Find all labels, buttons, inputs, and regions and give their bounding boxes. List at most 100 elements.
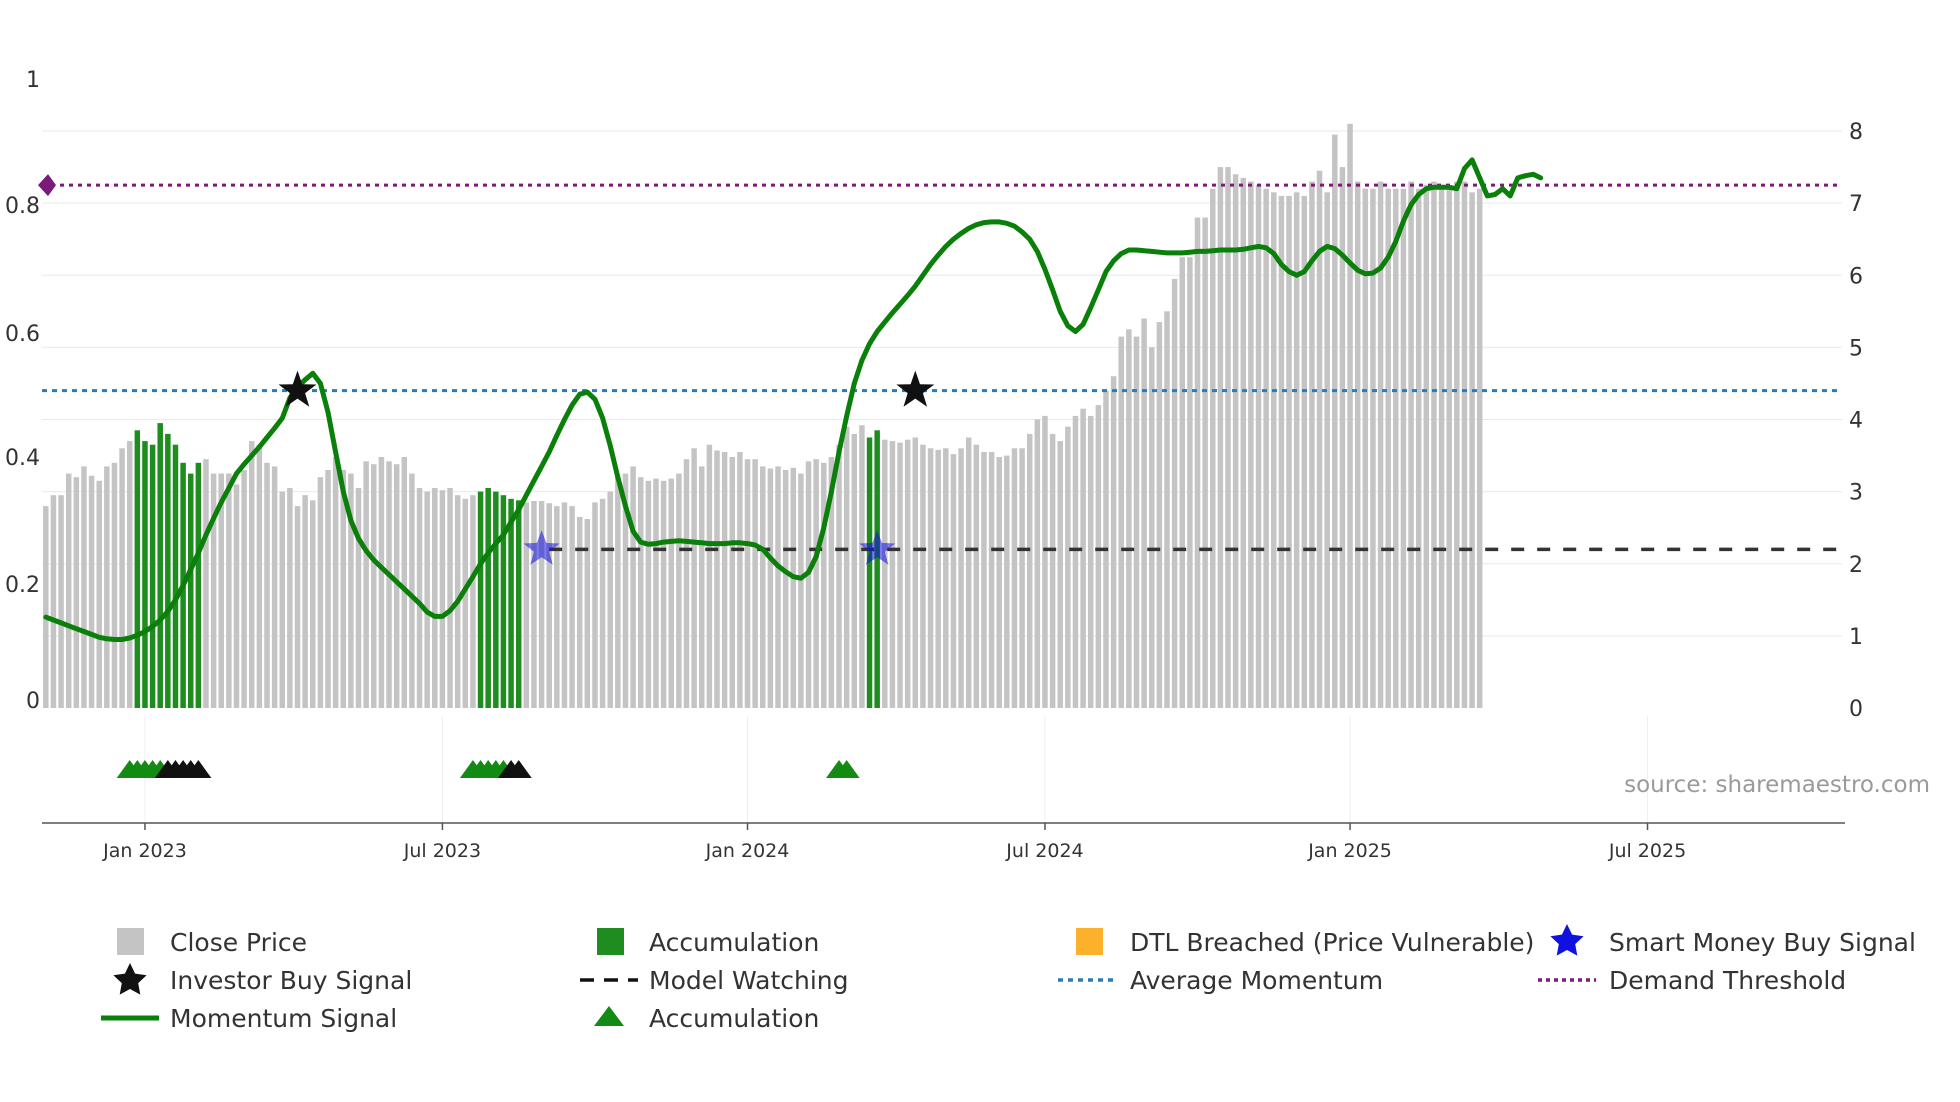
close-price-bar bbox=[790, 467, 797, 708]
close-price-bar bbox=[363, 461, 369, 708]
close-price-bar bbox=[378, 457, 385, 708]
close-price-bar bbox=[256, 444, 263, 708]
close-price-bar bbox=[1293, 192, 1300, 709]
close-price-bar bbox=[1362, 188, 1369, 708]
investor-buy-star-icon bbox=[896, 370, 935, 407]
date-tick-label: Jul 2023 bbox=[403, 840, 481, 862]
accumulation-bar bbox=[172, 444, 179, 708]
close-price-bar bbox=[1469, 192, 1475, 709]
close-price-bar bbox=[1133, 336, 1140, 708]
close-price-bar bbox=[81, 466, 87, 708]
close-price-bar bbox=[699, 466, 705, 708]
close-price-bar bbox=[760, 466, 766, 708]
close-price-bar bbox=[950, 454, 957, 708]
right-tick-1: 1 bbox=[1849, 625, 1863, 650]
close-price-bar bbox=[782, 470, 789, 708]
close-price-bar bbox=[279, 491, 285, 708]
close-price-bar bbox=[1141, 318, 1147, 708]
close-price-bar bbox=[73, 477, 80, 708]
close-price-bar bbox=[798, 473, 804, 708]
close-price-bar bbox=[1042, 415, 1048, 708]
close-price-bar bbox=[302, 495, 308, 708]
close-price-bar bbox=[58, 495, 64, 708]
signal-markers bbox=[116, 370, 935, 778]
close-price-bar bbox=[981, 452, 987, 708]
close-price-bar bbox=[1217, 167, 1224, 709]
close-price-bar bbox=[50, 495, 57, 708]
accumulation-bar bbox=[515, 500, 522, 708]
close-price-bar bbox=[1087, 415, 1094, 708]
demand-threshold-marker bbox=[38, 174, 56, 197]
close-price-bar bbox=[1232, 174, 1239, 709]
close-price-bar bbox=[65, 473, 72, 708]
signal-triangle-icon bbox=[505, 760, 532, 778]
close-price-bar bbox=[1011, 448, 1018, 708]
left-tick-0.6: 0.6 bbox=[5, 322, 40, 347]
legend-investor-star-icon bbox=[113, 963, 147, 995]
left-tick-1: 1 bbox=[26, 68, 40, 93]
close-price-bar bbox=[1149, 347, 1155, 708]
close-price-bar bbox=[241, 470, 247, 708]
close-price-bar bbox=[1164, 311, 1170, 708]
right-tick-4: 4 bbox=[1849, 409, 1863, 434]
investor-buy-star-icon bbox=[278, 370, 317, 407]
close-price-bar bbox=[744, 459, 751, 708]
close-price-bar bbox=[1248, 181, 1254, 708]
close-price-bar bbox=[1240, 177, 1247, 708]
legend-dtl-swatch bbox=[1076, 928, 1103, 955]
close-price-bar bbox=[1210, 188, 1216, 708]
close-price-bar bbox=[1194, 217, 1201, 708]
accumulation-bar bbox=[157, 423, 163, 708]
close-price-bar bbox=[294, 506, 301, 708]
accumulation-bar bbox=[142, 441, 148, 708]
close-price-bar bbox=[737, 452, 743, 708]
close-price-bar bbox=[439, 490, 446, 708]
close-price-bar bbox=[1126, 329, 1132, 708]
close-price-bar bbox=[218, 473, 224, 708]
close-price-bar bbox=[416, 488, 423, 708]
date-tick-label: Jan 2023 bbox=[102, 840, 187, 862]
right-tick-7: 7 bbox=[1849, 192, 1863, 217]
close-price-bar bbox=[821, 462, 827, 708]
close-price-bar bbox=[767, 468, 774, 708]
close-price-bar bbox=[447, 488, 453, 708]
close-price-bar bbox=[1370, 188, 1376, 708]
close-price-bar bbox=[1255, 185, 1262, 709]
close-price-bar bbox=[645, 480, 652, 708]
date-tick-label: Jan 2025 bbox=[1307, 840, 1392, 862]
close-price-bar bbox=[882, 439, 888, 708]
accumulation-bar bbox=[508, 498, 514, 708]
right-tick-0: 0 bbox=[1849, 697, 1863, 722]
accumulation-bar bbox=[874, 430, 880, 708]
close-price-bar bbox=[653, 478, 659, 708]
legend-smart-money: Smart Money Buy Signal bbox=[1609, 928, 1916, 957]
close-price-bar bbox=[111, 462, 118, 708]
accumulation-bar bbox=[165, 433, 171, 708]
accumulation-triangle-icon bbox=[833, 760, 860, 778]
close-price-bar bbox=[958, 448, 964, 708]
close-price-bar bbox=[1461, 181, 1468, 708]
close-price-bar bbox=[691, 448, 697, 708]
close-price-bar bbox=[920, 444, 926, 708]
close-price-bar bbox=[409, 473, 415, 708]
close-price-bar bbox=[1324, 192, 1330, 709]
left-tick-0.8: 0.8 bbox=[5, 194, 40, 219]
right-tick-5: 5 bbox=[1849, 336, 1863, 361]
close-price-bar bbox=[1423, 185, 1430, 709]
close-price-bar bbox=[1065, 426, 1071, 708]
close-price-bar bbox=[622, 473, 629, 708]
close-price-bar bbox=[355, 488, 362, 708]
close-price-bar bbox=[1095, 405, 1102, 708]
close-price-bar bbox=[1339, 167, 1346, 709]
close-price-bar bbox=[371, 464, 377, 708]
close-price-bar bbox=[721, 452, 728, 708]
legend-model-watching: Model Watching bbox=[649, 966, 849, 995]
close-price-bar bbox=[1118, 336, 1124, 708]
right-axis-ticks: 0 1 2 3 4 5 6 7 8 bbox=[1849, 120, 1863, 722]
close-price-bar bbox=[1431, 181, 1437, 708]
close-price-bar bbox=[386, 461, 392, 708]
date-axis-ticks: Jan 2023 Jul 2023 Jan 2024 Jul 2024 Jan 2025… bbox=[102, 823, 1686, 862]
smart-money-star-icon bbox=[523, 530, 560, 565]
close-price-bar bbox=[1286, 195, 1292, 708]
